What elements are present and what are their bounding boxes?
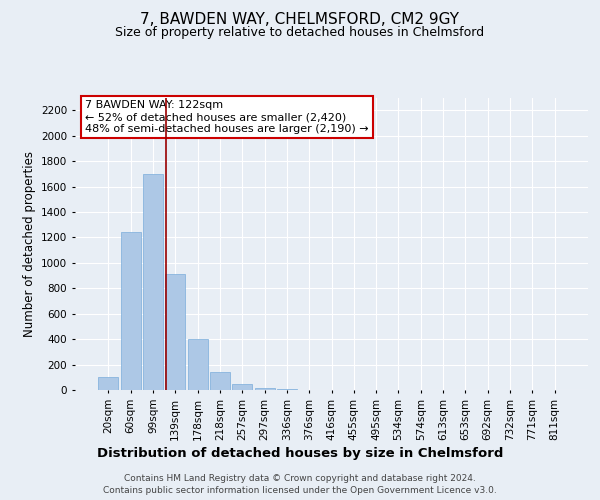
Bar bbox=[165, 274, 185, 390]
Bar bbox=[188, 339, 208, 390]
Bar bbox=[232, 384, 252, 390]
Bar bbox=[98, 378, 118, 390]
Bar bbox=[210, 372, 230, 390]
Text: Size of property relative to detached houses in Chelmsford: Size of property relative to detached ho… bbox=[115, 26, 485, 39]
Text: 7 BAWDEN WAY: 122sqm
← 52% of detached houses are smaller (2,420)
48% of semi-de: 7 BAWDEN WAY: 122sqm ← 52% of detached h… bbox=[85, 100, 369, 134]
Bar bbox=[254, 388, 275, 390]
Bar bbox=[121, 232, 141, 390]
Bar bbox=[143, 174, 163, 390]
Text: 7, BAWDEN WAY, CHELMSFORD, CM2 9GY: 7, BAWDEN WAY, CHELMSFORD, CM2 9GY bbox=[140, 12, 460, 28]
Y-axis label: Number of detached properties: Number of detached properties bbox=[23, 151, 35, 337]
Text: Contains HM Land Registry data © Crown copyright and database right 2024.: Contains HM Land Registry data © Crown c… bbox=[124, 474, 476, 483]
Text: Contains public sector information licensed under the Open Government Licence v3: Contains public sector information licen… bbox=[103, 486, 497, 495]
Text: Distribution of detached houses by size in Chelmsford: Distribution of detached houses by size … bbox=[97, 448, 503, 460]
